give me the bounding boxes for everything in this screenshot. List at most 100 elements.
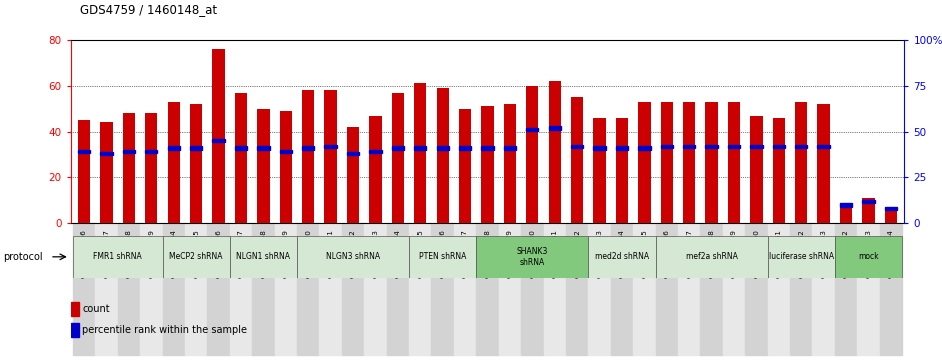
Bar: [812, 223, 835, 355]
Bar: [548, 126, 560, 130]
Bar: [701, 223, 723, 355]
Bar: [324, 90, 337, 223]
Bar: [835, 223, 857, 355]
Bar: [885, 207, 897, 223]
Bar: [78, 120, 90, 223]
Text: GDS4759 / 1460148_at: GDS4759 / 1460148_at: [80, 3, 218, 16]
Bar: [459, 109, 471, 223]
Bar: [610, 223, 633, 355]
Bar: [840, 203, 853, 223]
Bar: [678, 223, 701, 355]
Text: FMR1 shRNA: FMR1 shRNA: [93, 252, 142, 261]
Text: mock: mock: [858, 252, 879, 261]
Bar: [481, 106, 494, 223]
Bar: [593, 147, 606, 150]
Text: med2d shRNA: med2d shRNA: [595, 252, 649, 261]
Bar: [436, 88, 448, 223]
Text: MeCP2 shRNA: MeCP2 shRNA: [170, 252, 223, 261]
Bar: [436, 147, 448, 150]
Bar: [257, 109, 269, 223]
Bar: [168, 102, 180, 223]
Bar: [750, 115, 763, 223]
Bar: [140, 223, 163, 355]
Bar: [706, 102, 718, 223]
Bar: [521, 223, 544, 355]
Bar: [122, 150, 135, 153]
Bar: [168, 147, 180, 150]
Bar: [504, 147, 516, 150]
Bar: [835, 236, 902, 278]
Bar: [750, 144, 763, 148]
Bar: [280, 111, 292, 223]
Bar: [772, 144, 785, 148]
Bar: [818, 104, 830, 223]
Bar: [73, 223, 95, 355]
Bar: [297, 223, 319, 355]
Bar: [454, 223, 477, 355]
Text: mef2a shRNA: mef2a shRNA: [686, 252, 738, 261]
Bar: [548, 81, 560, 223]
Bar: [319, 223, 342, 355]
Bar: [840, 203, 853, 207]
Bar: [566, 223, 589, 355]
Bar: [728, 102, 740, 223]
Bar: [477, 223, 498, 355]
Bar: [71, 302, 79, 316]
Bar: [660, 102, 673, 223]
Bar: [122, 113, 135, 223]
Bar: [790, 223, 812, 355]
Bar: [862, 200, 874, 203]
Bar: [324, 144, 337, 148]
Bar: [257, 147, 269, 150]
Bar: [297, 236, 409, 278]
Bar: [795, 102, 807, 223]
Bar: [768, 223, 790, 355]
Bar: [795, 144, 807, 148]
Bar: [706, 144, 718, 148]
Bar: [302, 90, 315, 223]
Bar: [252, 223, 274, 355]
Bar: [392, 93, 404, 223]
Bar: [230, 223, 252, 355]
Bar: [633, 223, 656, 355]
Bar: [386, 223, 409, 355]
Bar: [230, 236, 297, 278]
Bar: [163, 236, 230, 278]
Text: NLGN1 shRNA: NLGN1 shRNA: [236, 252, 290, 261]
Bar: [498, 223, 521, 355]
Bar: [723, 223, 745, 355]
Bar: [481, 147, 494, 150]
Bar: [73, 236, 163, 278]
Bar: [818, 144, 830, 148]
Bar: [616, 118, 628, 223]
Bar: [728, 144, 740, 148]
Bar: [207, 223, 230, 355]
Text: luciferase shRNA: luciferase shRNA: [769, 252, 834, 261]
Bar: [880, 223, 902, 355]
Bar: [212, 139, 225, 142]
Bar: [163, 223, 185, 355]
Bar: [589, 223, 610, 355]
Bar: [683, 144, 695, 148]
Bar: [235, 147, 247, 150]
Bar: [414, 147, 427, 150]
Bar: [190, 104, 203, 223]
Bar: [347, 152, 359, 155]
Bar: [656, 236, 768, 278]
Bar: [118, 223, 140, 355]
Bar: [101, 152, 113, 155]
Bar: [369, 150, 382, 153]
Text: count: count: [83, 304, 110, 314]
Text: protocol: protocol: [3, 252, 42, 262]
Bar: [431, 223, 454, 355]
Bar: [71, 323, 79, 337]
Bar: [409, 236, 477, 278]
Bar: [638, 147, 651, 150]
Bar: [459, 147, 471, 150]
Bar: [392, 147, 404, 150]
Bar: [185, 223, 207, 355]
Bar: [772, 118, 785, 223]
Text: percentile rank within the sample: percentile rank within the sample: [83, 325, 248, 335]
Bar: [78, 150, 90, 153]
Bar: [235, 93, 247, 223]
